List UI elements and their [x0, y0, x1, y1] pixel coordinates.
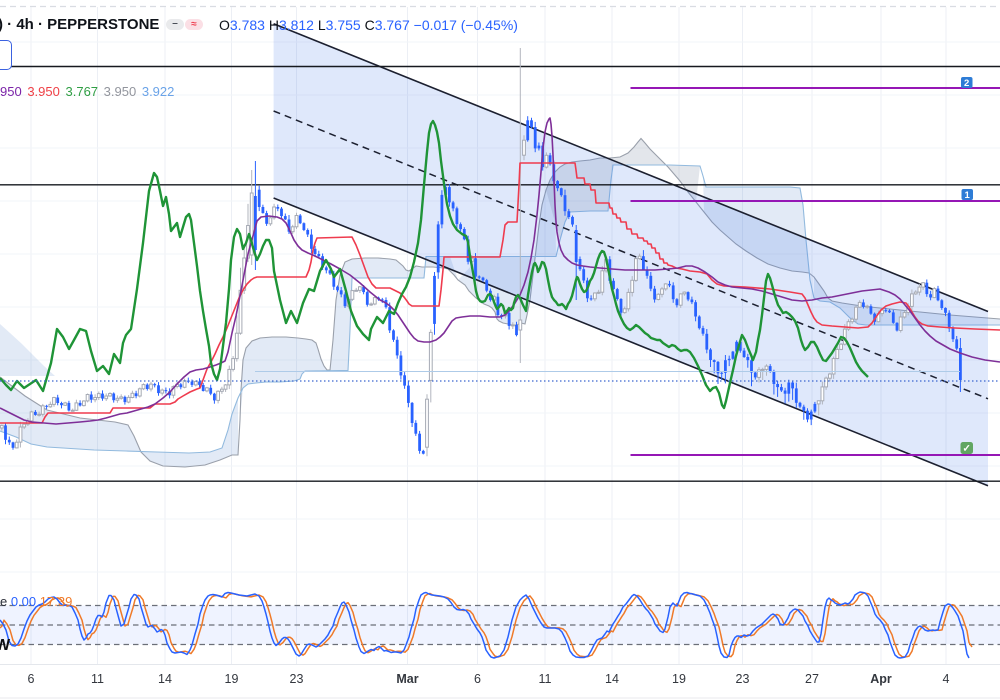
- svg-text:2: 2: [964, 78, 969, 89]
- svg-text:11: 11: [539, 672, 552, 686]
- svg-text:23: 23: [290, 672, 304, 686]
- svg-text:6: 6: [28, 672, 35, 686]
- svg-text:19: 19: [225, 672, 239, 686]
- svg-text:19: 19: [672, 672, 686, 686]
- svg-text:1: 1: [965, 190, 971, 201]
- svg-text:Apr: Apr: [870, 672, 892, 686]
- svg-text:14: 14: [605, 672, 619, 686]
- svg-text:11: 11: [91, 672, 104, 686]
- svg-text:6: 6: [474, 672, 481, 686]
- svg-text:14: 14: [158, 672, 172, 686]
- svg-text:✓: ✓: [963, 444, 971, 455]
- svg-text:27: 27: [805, 672, 819, 686]
- svg-text:Mar: Mar: [396, 672, 418, 686]
- svg-text:4: 4: [943, 672, 950, 686]
- svg-text:23: 23: [736, 672, 750, 686]
